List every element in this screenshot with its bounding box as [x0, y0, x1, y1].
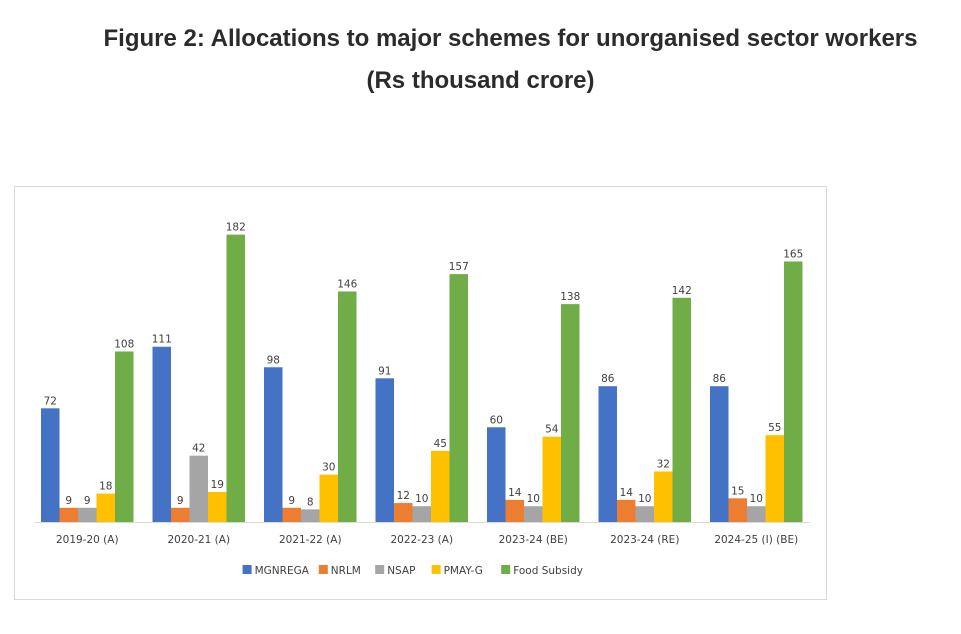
legend-label: PMAY-G: [444, 565, 483, 577]
data-label: 42: [192, 443, 205, 455]
data-label: 165: [783, 248, 803, 260]
data-label: 182: [226, 222, 246, 234]
chart-title-line-1: Figure 2: Allocations to major schemes f…: [103, 25, 918, 52]
data-label: 55: [768, 422, 781, 434]
data-label: 86: [713, 373, 727, 385]
bar-pmay-g: [765, 435, 784, 522]
bar-mgnrega: [152, 346, 171, 522]
legend-swatch: [318, 565, 328, 574]
data-label: 9: [177, 495, 184, 507]
data-label: 9: [65, 495, 72, 507]
x-tick-label: 2024-25 (I) (BE): [714, 534, 798, 546]
data-label: 10: [750, 493, 763, 505]
data-label: 14: [620, 487, 634, 499]
bar-nrlm: [505, 499, 524, 522]
x-tick-label: 2023-24 (BE): [499, 534, 568, 546]
bar-nsap: [78, 507, 97, 522]
bar-food-subsidy: [449, 274, 468, 522]
x-tick-label: 2022-23 (A): [390, 534, 453, 546]
bar-nrlm: [617, 499, 636, 522]
data-label: 10: [527, 493, 540, 505]
bar-mgnrega: [710, 386, 729, 522]
data-label: 54: [545, 424, 559, 436]
data-label: 9: [288, 495, 295, 507]
bar-mgnrega: [487, 427, 506, 522]
bar-nsap: [412, 506, 431, 522]
x-tick-label: 2023-24 (RE): [610, 534, 679, 546]
chart-area: 72 9 9 18 108 2019-20 (A) 111 9 42 19 182 2020-21 (…: [14, 186, 827, 600]
bar-food-subsidy: [115, 351, 134, 522]
data-label: 30: [322, 462, 335, 474]
bar-food-subsidy: [672, 297, 691, 522]
data-label: 138: [560, 291, 580, 303]
bar-mgnrega: [375, 378, 394, 522]
legend-label: MGNREGA: [255, 565, 310, 577]
bar-food-subsidy: [226, 234, 245, 522]
data-label: 72: [44, 395, 57, 407]
data-label: 18: [99, 481, 112, 493]
bar-pmay-g: [319, 474, 338, 522]
bar-food-subsidy: [338, 291, 357, 522]
bar-food-subsidy: [784, 261, 803, 522]
data-label: 45: [434, 438, 447, 450]
data-label: 86: [601, 373, 615, 385]
legend-label: Food Subsidy: [513, 565, 583, 577]
bar-nrlm: [728, 498, 747, 522]
bar-nsap: [189, 455, 208, 522]
bar-pmay-g: [654, 471, 673, 522]
data-label: 12: [397, 490, 410, 502]
data-label: 157: [449, 261, 469, 273]
bar-nrlm: [394, 503, 413, 522]
chart-title-line-2: (Rs thousand crore): [366, 67, 595, 94]
data-label: 19: [211, 479, 224, 491]
bar-nrlm: [282, 507, 301, 522]
data-label: 91: [378, 365, 391, 377]
data-label: 14: [508, 487, 522, 499]
bar-mgnrega: [41, 408, 60, 522]
bar-nsap: [524, 506, 543, 522]
data-label: 98: [267, 354, 280, 366]
data-label: 111: [152, 334, 172, 346]
x-tick-label: 2021-22 (A): [279, 534, 342, 546]
data-label: 8: [307, 496, 314, 508]
bar-pmay-g: [431, 450, 450, 522]
data-label: 15: [731, 485, 744, 497]
bar-mgnrega: [264, 367, 283, 522]
data-label: 142: [672, 285, 692, 297]
legend-swatch: [242, 565, 252, 574]
bar-nrlm: [59, 507, 78, 522]
legend-swatch: [375, 565, 385, 574]
data-label: 10: [415, 493, 428, 505]
legend-label: NRLM: [331, 565, 361, 577]
bar-pmay-g: [208, 492, 227, 522]
bar-nsap: [301, 509, 320, 522]
data-label: 9: [84, 495, 91, 507]
x-tick-label: 2019-20 (A): [56, 534, 119, 546]
bar-nsap: [635, 506, 654, 522]
bar-nsap: [747, 506, 766, 522]
legend-swatch: [431, 565, 441, 574]
legend-label: NSAP: [387, 565, 415, 577]
data-label: 146: [337, 278, 357, 290]
bar-food-subsidy: [561, 304, 580, 522]
data-label: 32: [657, 458, 670, 470]
data-label: 60: [490, 414, 503, 426]
bar-pmay-g: [96, 493, 115, 522]
bar-pmay-g: [542, 436, 561, 522]
bar-mgnrega: [598, 386, 617, 522]
data-label: 108: [114, 338, 134, 350]
x-tick-label: 2020-21 (A): [167, 534, 230, 546]
legend-swatch: [501, 565, 511, 574]
chart-title: Figure 2: Allocations to major schemes f…: [0, 18, 961, 102]
data-label: 10: [638, 493, 651, 505]
bar-nrlm: [171, 507, 190, 522]
